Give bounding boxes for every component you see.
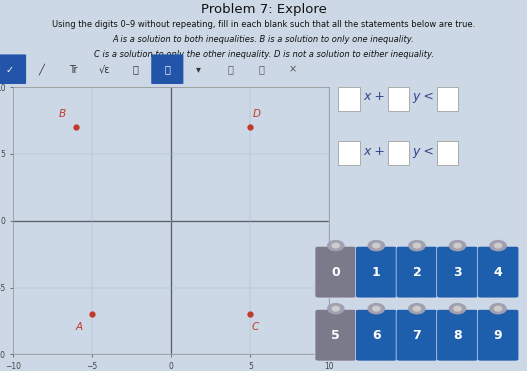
Text: 2: 2	[413, 266, 421, 279]
Text: C: C	[251, 322, 259, 332]
Circle shape	[454, 243, 461, 248]
FancyBboxPatch shape	[338, 87, 359, 111]
FancyBboxPatch shape	[0, 55, 26, 84]
Circle shape	[332, 306, 339, 311]
Text: Tr: Tr	[69, 65, 77, 75]
FancyBboxPatch shape	[356, 309, 397, 361]
FancyBboxPatch shape	[437, 246, 479, 298]
Circle shape	[373, 306, 380, 311]
Text: 5: 5	[331, 329, 340, 342]
Text: √ε: √ε	[99, 65, 110, 75]
Text: 6: 6	[372, 329, 380, 342]
Circle shape	[409, 240, 425, 251]
Text: ╱: ╱	[38, 64, 44, 75]
Text: D: D	[252, 109, 261, 119]
FancyBboxPatch shape	[436, 141, 458, 165]
FancyBboxPatch shape	[436, 87, 458, 111]
Text: 3: 3	[453, 266, 462, 279]
FancyBboxPatch shape	[356, 246, 397, 298]
Circle shape	[413, 306, 421, 311]
Text: Problem 7: Explore: Problem 7: Explore	[201, 3, 326, 16]
Text: Using the digits 0–9 without repeating, fill in each blank such that all the sta: Using the digits 0–9 without repeating, …	[52, 20, 475, 29]
Text: A is a solution to both inequalities. B is a solution to only one inequality.: A is a solution to both inequalities. B …	[113, 35, 414, 44]
FancyBboxPatch shape	[338, 141, 359, 165]
Text: 1: 1	[372, 266, 380, 279]
Text: ×: ×	[289, 65, 297, 75]
Circle shape	[368, 240, 385, 251]
Circle shape	[490, 303, 506, 314]
Circle shape	[494, 243, 502, 248]
Text: x +: x +	[364, 91, 385, 104]
Text: x +: x +	[364, 145, 385, 158]
FancyBboxPatch shape	[387, 141, 409, 165]
Text: 0: 0	[331, 266, 340, 279]
Text: 8: 8	[453, 329, 462, 342]
Circle shape	[454, 306, 461, 311]
Text: 4: 4	[494, 266, 502, 279]
Circle shape	[413, 243, 421, 248]
FancyBboxPatch shape	[477, 246, 519, 298]
FancyBboxPatch shape	[315, 246, 357, 298]
Circle shape	[494, 306, 502, 311]
Text: 🔊: 🔊	[164, 65, 170, 75]
Text: 7: 7	[413, 329, 421, 342]
Text: ✓: ✓	[6, 65, 14, 75]
Text: ▾: ▾	[197, 65, 201, 75]
Text: 9: 9	[494, 329, 502, 342]
FancyBboxPatch shape	[396, 309, 438, 361]
Text: y <: y <	[413, 145, 434, 158]
Circle shape	[368, 303, 385, 314]
Circle shape	[490, 240, 506, 251]
Text: B: B	[58, 109, 66, 119]
Text: 🎤: 🎤	[133, 65, 139, 75]
Circle shape	[332, 243, 339, 248]
FancyBboxPatch shape	[387, 87, 409, 111]
FancyBboxPatch shape	[315, 309, 357, 361]
Circle shape	[450, 240, 466, 251]
FancyBboxPatch shape	[151, 55, 183, 84]
Text: C is a solution to only the other inequality. D is not a solution to either ineq: C is a solution to only the other inequa…	[93, 50, 434, 59]
Text: ⌣: ⌣	[259, 65, 265, 75]
FancyBboxPatch shape	[477, 309, 519, 361]
Text: y <: y <	[413, 91, 434, 104]
Circle shape	[409, 303, 425, 314]
FancyBboxPatch shape	[437, 309, 479, 361]
Circle shape	[328, 303, 344, 314]
Circle shape	[328, 240, 344, 251]
FancyBboxPatch shape	[396, 246, 438, 298]
Text: A: A	[76, 322, 83, 332]
Circle shape	[450, 303, 466, 314]
Circle shape	[373, 243, 380, 248]
Text: ⌢: ⌢	[227, 65, 233, 75]
